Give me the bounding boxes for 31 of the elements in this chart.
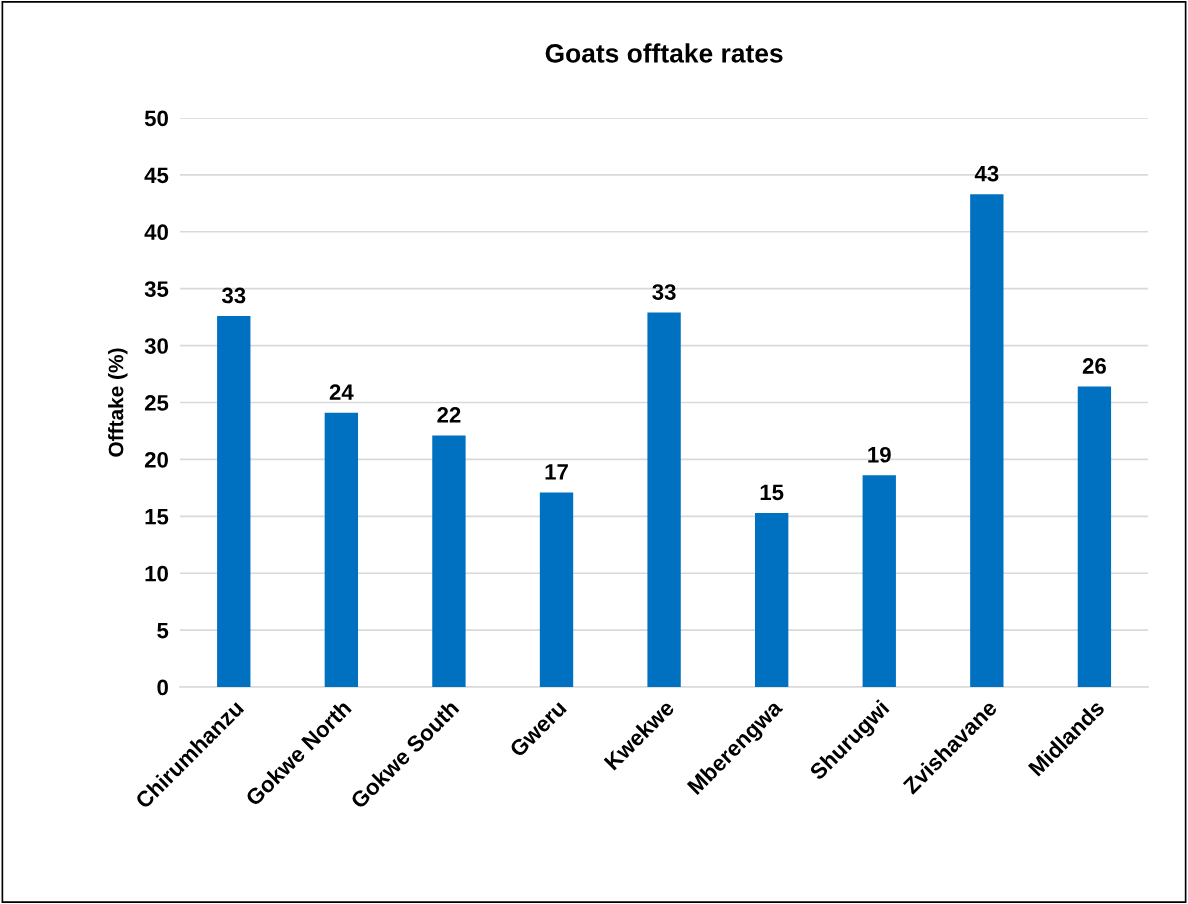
y-tick-label: 30 [144, 338, 168, 354]
y-tick-label: 0 [157, 679, 168, 696]
y-tick-label: 25 [144, 395, 169, 411]
y-axis-title: Offtake (%) [108, 348, 128, 457]
data-label: 19 [868, 446, 891, 463]
y-tick-label: 10 [145, 565, 168, 582]
data-label: 24 [329, 384, 354, 400]
bar [755, 512, 789, 688]
y-tick-label: 35 [144, 281, 169, 297]
bar [432, 435, 466, 688]
data-label: 17 [545, 464, 568, 480]
y-tick-label: 40 [144, 224, 168, 241]
bar [539, 492, 574, 688]
y-tick-label: 20 [144, 451, 168, 468]
bar [1077, 386, 1112, 688]
bar [217, 316, 251, 688]
bar [970, 194, 1004, 688]
bar [647, 312, 681, 688]
bar [862, 475, 896, 688]
data-label: 33 [652, 284, 676, 300]
data-label: 15 [760, 484, 784, 501]
data-label: 33 [221, 287, 246, 304]
data-label: 43 [974, 165, 999, 182]
chart-title: Goats offtake rates [545, 43, 783, 63]
data-label: 26 [1082, 358, 1106, 374]
y-tick-label: 15 [145, 509, 169, 525]
bar [324, 412, 359, 688]
data-label: 22 [437, 407, 461, 423]
y-tick-label: 5 [157, 622, 169, 639]
y-tick-label: 45 [144, 167, 169, 184]
y-tick-label: 50 [144, 110, 168, 127]
